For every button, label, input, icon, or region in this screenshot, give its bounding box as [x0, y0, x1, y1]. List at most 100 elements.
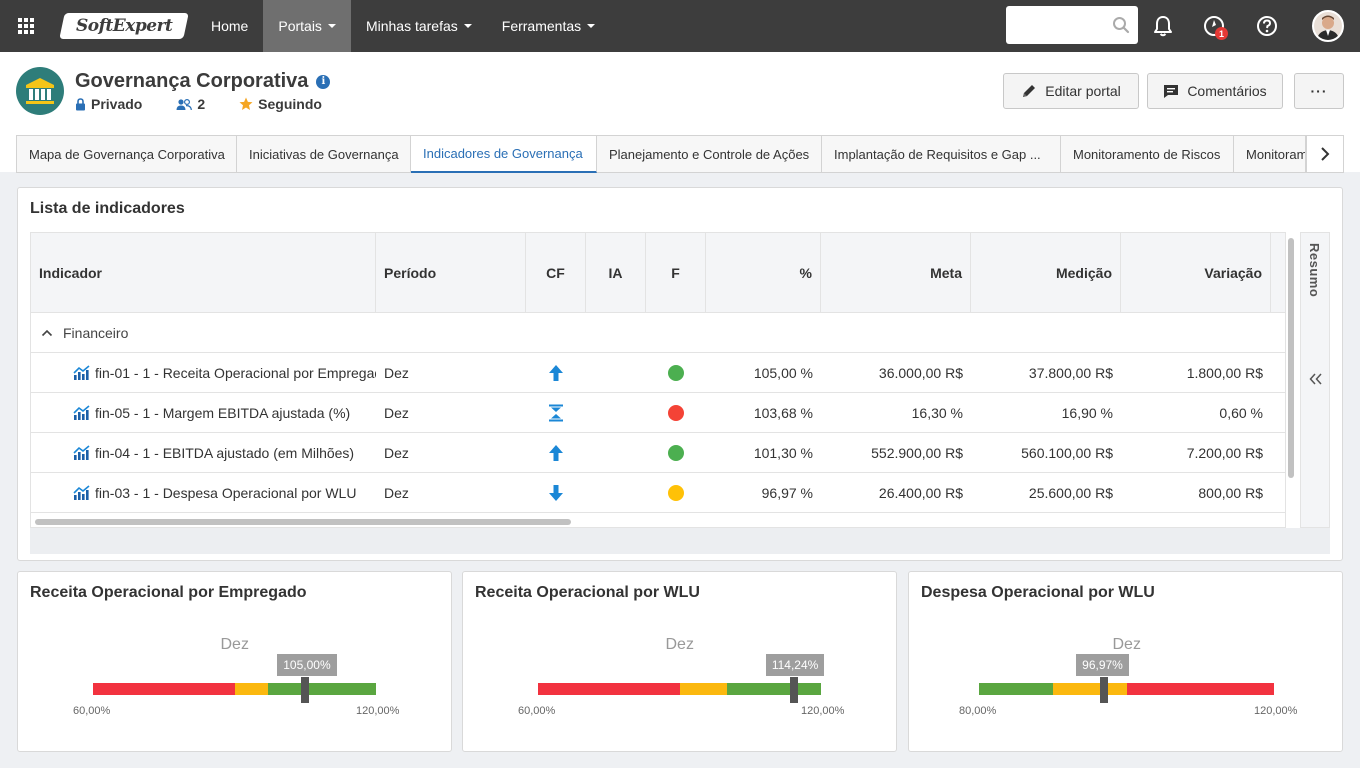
period-value: Dez [384, 364, 409, 381]
horizontal-scrollbar[interactable] [35, 519, 571, 525]
tab-mapa-governanca[interactable]: Mapa de Governança Corporativa [16, 135, 237, 173]
tab-iniciativas[interactable]: Iniciativas de Governança [237, 135, 411, 173]
vertical-scrollbar[interactable] [1288, 238, 1294, 478]
column-header-percent[interactable]: % [706, 233, 821, 313]
gauge-card[interactable]: Despesa Operacional por WLU Dez 96,97% 80,0… [908, 571, 1343, 752]
table-cell: fin-04 - 1 - EBITDA ajustado (em Milhões… [31, 433, 376, 473]
table-cell [646, 393, 706, 433]
table-cell: 7.200,00 R$ [1121, 433, 1271, 473]
notification-badge: 1 [1215, 27, 1228, 40]
gauge-band [979, 683, 1053, 695]
group-row-financeiro[interactable]: Financeiro [31, 313, 1285, 353]
main-nav: Home Portais Minhas tarefas Ferramentas [196, 0, 610, 52]
nav-ferramentas[interactable]: Ferramentas [487, 0, 610, 52]
portal-building-icon [16, 67, 64, 115]
gauge-min-label: 60,00% [518, 705, 556, 717]
column-header-indicador[interactable]: Indicador [31, 233, 376, 313]
measure-value: 37.800,00 R$ [1028, 364, 1113, 381]
gauge-band [679, 683, 727, 695]
table-row[interactable]: fin-05 - 1 - Margem EBITDA ajustada (%) D… [31, 393, 1285, 433]
table-cell: 800,00 R$ [1121, 473, 1271, 513]
edit-portal-button[interactable]: Editar portal [1003, 73, 1139, 109]
column-header-medicao[interactable]: Medição [971, 233, 1121, 313]
bell-icon[interactable] [1151, 14, 1175, 38]
tab-monitoramento-riscos[interactable]: Monitoramento de Riscos [1061, 135, 1234, 173]
tabs-scroll-right-button[interactable] [1306, 135, 1344, 173]
portal-title-text: Governança Corporativa [75, 70, 309, 92]
indicator-chart-icon [73, 364, 90, 380]
table-cell [586, 353, 646, 393]
gauge-title: Despesa Operacional por WLU [921, 584, 1155, 601]
top-navigation-bar: SoftExpert Home Portais Minhas tarefas F… [0, 0, 1360, 52]
tab-implantacao[interactable]: Implantação de Requisitos e Gap ... [822, 135, 1061, 173]
column-header-variacao[interactable]: Variação [1121, 233, 1271, 313]
table-row[interactable]: fin-04 - 1 - EBITDA ajustado (em Milhões… [31, 433, 1285, 473]
variation-value: 800,00 R$ [1198, 484, 1263, 501]
tab-planejamento[interactable]: Planejamento e Controle de Ações [597, 135, 822, 173]
activity-clock-icon[interactable]: 1 [1202, 14, 1228, 40]
table-cell: 36.000,00 R$ [821, 353, 971, 393]
info-icon[interactable]: i [316, 74, 331, 89]
table-cell: 16,30 % [821, 393, 971, 433]
nav-minhas-tarefas[interactable]: Minhas tarefas [351, 0, 487, 52]
tab-label: Implantação de Requisitos e Gap ... [834, 146, 1041, 162]
nav-portais[interactable]: Portais [263, 0, 351, 52]
tab-indicadores[interactable]: Indicadores de Governança [411, 135, 597, 173]
search-box [1006, 6, 1138, 44]
tab-label: Monitoramento de Riscos [1073, 146, 1221, 162]
gauge-track [979, 683, 1274, 695]
help-icon[interactable] [1255, 14, 1279, 38]
column-header-cf[interactable]: CF [526, 233, 586, 313]
search-input[interactable] [1012, 6, 1112, 42]
measure-value: 25.600,00 R$ [1028, 484, 1113, 501]
nav-minhas-tarefas-label: Minhas tarefas [365, 18, 458, 34]
table-cell: Dez [376, 393, 526, 433]
column-header-meta[interactable]: Meta [821, 233, 971, 313]
lock-icon [76, 97, 85, 110]
visibility-indicator: Privado [75, 96, 142, 112]
user-avatar[interactable] [1312, 10, 1344, 42]
portal-meta: Privado 2 Seguindo [75, 96, 356, 112]
double-chevron-left-icon[interactable] [1309, 373, 1323, 385]
members-indicator[interactable]: 2 [176, 96, 205, 112]
nav-home[interactable]: Home [196, 0, 263, 52]
users-icon [176, 98, 193, 110]
softexpert-logo[interactable]: SoftExpert [59, 13, 189, 39]
gauge-band [538, 683, 680, 695]
table-header: Indicador Período CF IA F % Meta Medição… [31, 233, 1285, 313]
indicator-name[interactable]: fin-05 - 1 - Margem EBITDA ajustada (%) [39, 405, 350, 421]
column-header-ia[interactable]: IA [586, 233, 646, 313]
gauge-card[interactable]: Receita Operacional por Empregado Dez 105,… [17, 571, 452, 752]
table-cell [526, 473, 586, 513]
target-value: 16,30 % [911, 404, 963, 421]
target-value: 552.900,00 R$ [871, 444, 963, 461]
table-cell [646, 433, 706, 473]
table-row[interactable]: fin-03 - 1 - Despesa Operacional por WLU… [31, 473, 1285, 513]
status-dot [668, 404, 684, 421]
column-header-periodo[interactable]: Período [376, 233, 526, 313]
arrow-up-icon [549, 364, 563, 381]
gauge-card[interactable]: Receita Operacional por WLU Dez 114,24% 60,… [462, 571, 897, 752]
tab-monitoramento[interactable]: Monitoram [1234, 135, 1306, 173]
apps-grid-icon[interactable] [0, 0, 52, 52]
table-cell [526, 433, 586, 473]
percent-value: 105,00 % [753, 364, 813, 381]
indicator-name[interactable]: fin-01 - 1 - Receita Operacional por Emp… [39, 365, 376, 381]
more-options-button[interactable]: ··· [1294, 73, 1344, 109]
table-cell: fin-03 - 1 - Despesa Operacional por WLU [31, 473, 376, 513]
gauge-marker [789, 677, 798, 703]
caret-down-icon [327, 24, 336, 28]
percent-value: 96,97 % [761, 484, 813, 501]
search-icon[interactable] [1112, 16, 1130, 34]
comments-button[interactable]: Comentários [1147, 73, 1283, 109]
gauge-value-label: 96,97% [1076, 654, 1129, 676]
summary-side-panel[interactable]: Resumo [1300, 232, 1330, 528]
column-header-f[interactable]: F [646, 233, 706, 313]
follow-indicator[interactable]: Seguindo [239, 96, 322, 112]
pencil-icon [1023, 85, 1036, 97]
gauge-track [538, 683, 821, 695]
table-row[interactable]: fin-01 - 1 - Receita Operacional por Emp… [31, 353, 1285, 393]
indicator-name-text: fin-03 - 1 - Despesa Operacional por WLU [95, 484, 357, 501]
indicator-name[interactable]: fin-03 - 1 - Despesa Operacional por WLU [39, 485, 356, 501]
indicator-name[interactable]: fin-04 - 1 - EBITDA ajustado (em Milhões… [39, 445, 354, 461]
